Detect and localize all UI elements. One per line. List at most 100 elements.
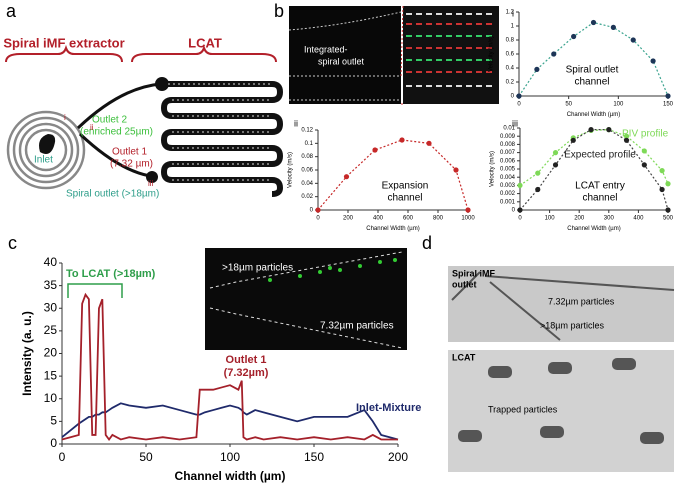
- channel-wall: [209, 251, 403, 349]
- outlet-channel: [78, 132, 151, 178]
- y-tick-label: 0.1: [305, 141, 314, 147]
- label: Outlet 1: [112, 147, 147, 158]
- y-tick-label: 0.4: [506, 66, 515, 72]
- label: (enriched 25µm): [80, 127, 153, 138]
- panel-label: b: [274, 1, 284, 21]
- trap-array: [168, 83, 272, 181]
- marker: i: [64, 113, 66, 122]
- legend-label: PIV profile: [622, 129, 669, 140]
- y-tick-label: 0.007: [500, 150, 516, 156]
- point: [659, 186, 665, 193]
- label: Spiral iMF: [452, 268, 496, 278]
- annotation: Outlet 1: [226, 354, 267, 366]
- x-tick-label: 400: [373, 216, 384, 222]
- outlet-port: [155, 77, 169, 91]
- inlet-chamber: [39, 134, 56, 154]
- x-tick-label: 300: [604, 216, 615, 222]
- micrograph: [289, 6, 401, 104]
- point: [343, 174, 350, 180]
- series-label: Inlet-Mixture: [356, 402, 421, 414]
- y-axis-label: Velocity (m/s): [490, 151, 496, 187]
- y-tick-label: 0.001: [500, 199, 516, 205]
- bracket: [5, 44, 123, 63]
- y-tick-label: 0: [512, 208, 516, 214]
- point: [610, 24, 616, 30]
- y-tick-label: 5: [50, 414, 57, 428]
- point: [535, 170, 541, 176]
- zoom-guide: [400, 5, 404, 105]
- annotation: (7.32µm): [224, 367, 269, 379]
- point: [315, 207, 321, 213]
- y-tick-label: 0.12: [301, 128, 313, 134]
- x-tick-label: 200: [343, 216, 354, 222]
- label: 7.32µm particles: [320, 321, 394, 332]
- x-tick-label: 100: [613, 102, 624, 108]
- point: [570, 137, 576, 143]
- label: Outlet 2: [92, 115, 127, 126]
- x-tick-label: 150: [663, 102, 674, 108]
- panel-marker: i: [512, 8, 514, 18]
- x-axis-label: Channel Width (µm): [567, 112, 620, 118]
- point: [517, 207, 523, 213]
- x-tick-label: 0: [518, 216, 522, 222]
- y-tick-label: 30: [44, 300, 58, 314]
- x-tick-label: 0: [316, 216, 320, 222]
- legend-label: Expected profile: [564, 150, 636, 161]
- y-tick-label: 0.08: [301, 154, 313, 160]
- lcat-channel: [160, 81, 284, 197]
- panel-label: c: [8, 233, 17, 253]
- label: Integrated-: [304, 44, 348, 54]
- point: [623, 137, 630, 143]
- y-axis-label: Intensity (a. u.): [20, 311, 34, 396]
- point: [426, 140, 432, 146]
- point: [372, 147, 378, 153]
- annotation: Spiral outlet: [566, 65, 619, 76]
- label: >18µm particles: [222, 263, 293, 274]
- x-tick-label: 100: [545, 216, 556, 222]
- x-tick-label: 200: [574, 216, 585, 222]
- point: [641, 162, 647, 168]
- y-tick-label: 40: [44, 255, 58, 269]
- y-tick-label: 0.006: [500, 158, 516, 164]
- title: LCAT: [188, 35, 222, 50]
- y-tick-label: 0.06: [301, 168, 313, 174]
- annotation: To LCAT (>18µm): [66, 268, 156, 280]
- y-tick-label: 1.2: [506, 10, 515, 16]
- micrograph: [403, 6, 499, 104]
- x-axis-label: Channel Width (µm): [567, 226, 620, 232]
- series-line: [61, 402, 399, 441]
- point: [606, 127, 612, 133]
- panel-label: a: [6, 1, 17, 21]
- y-axis-label: Velocity (m/s): [489, 36, 495, 72]
- y-tick-label: 0.2: [506, 80, 515, 86]
- x-tick-label: 0: [59, 450, 66, 464]
- x-tick-label: 100: [220, 450, 240, 464]
- x-tick-label: 1000: [461, 216, 475, 222]
- y-tick-label: 0.6: [506, 52, 515, 58]
- panel-label: d: [422, 233, 432, 253]
- point: [551, 51, 557, 57]
- x-tick-label: 600: [403, 216, 414, 222]
- point: [588, 127, 594, 133]
- title: Spiral iMF extractor: [3, 35, 124, 50]
- y-tick-label: 25: [44, 323, 58, 337]
- label: Spiral outlet (>18µm): [66, 189, 159, 200]
- spiral: [6, 110, 86, 190]
- annotation: Expansion: [382, 181, 429, 192]
- series-line: [61, 292, 398, 441]
- y-tick-label: 0: [511, 94, 515, 100]
- point: [516, 93, 522, 99]
- point: [453, 167, 459, 173]
- x-tick-label: 0: [517, 102, 521, 108]
- label: spiral outlet: [318, 56, 365, 66]
- point: [535, 186, 541, 193]
- channel-wall: [288, 11, 402, 101]
- y-tick-label: 15: [44, 368, 58, 382]
- y-tick-label: 0.02: [301, 194, 313, 200]
- y-tick-label: 35: [44, 278, 58, 292]
- outlet-port: [146, 171, 158, 183]
- x-tick-label: 500: [663, 216, 674, 222]
- panel-marker: ii: [294, 118, 298, 128]
- panel-marker: iii: [512, 118, 518, 128]
